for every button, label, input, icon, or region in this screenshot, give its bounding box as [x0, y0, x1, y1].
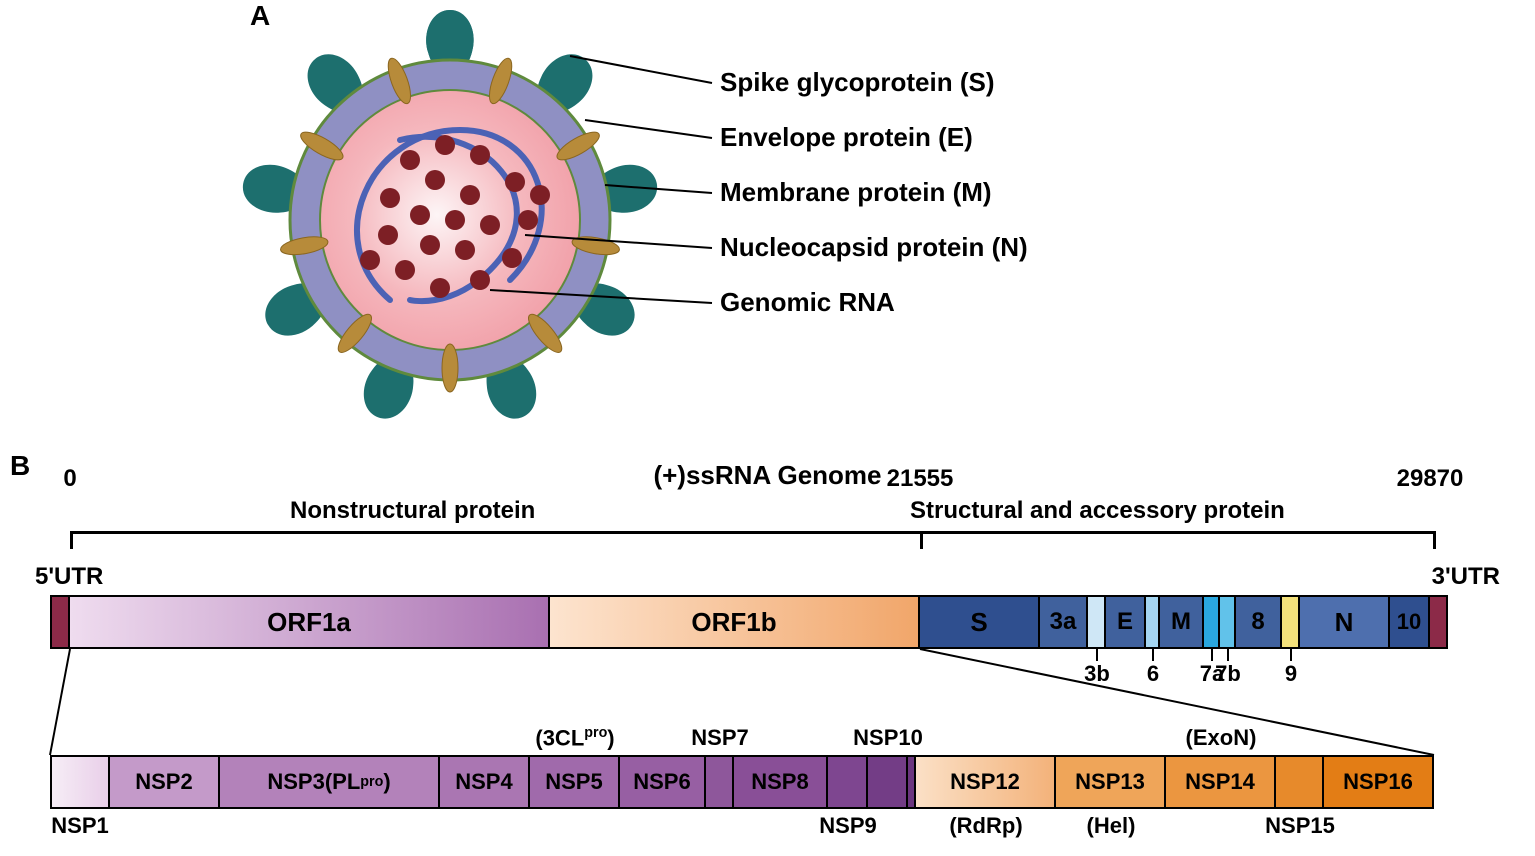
nsp-top-label: NSP10 — [853, 725, 923, 751]
nsp-seg-NSP2: NSP2 — [110, 755, 220, 809]
nsp-bottom-label: NSP1 — [51, 813, 108, 839]
nsp-bottom-label: NSP9 — [819, 813, 876, 839]
nsp-seg-NSP10 — [868, 755, 908, 809]
legend-label: Nucleocapsid protein (N) — [720, 232, 1028, 263]
nsp-bottom-label: (RdRp) — [949, 813, 1022, 839]
legend-label: Envelope protein (E) — [720, 122, 973, 153]
nsp-bottom-label: NSP15 — [1265, 813, 1335, 839]
nsp-top-label: (ExoN) — [1186, 725, 1257, 751]
nsp-top-label: (3CLpro) — [535, 725, 614, 751]
nsp-track: NSP2NSP3(PLpro)NSP4NSP5NSP6NSP8NSP12NSP1… — [50, 755, 1434, 809]
legend-label: Membrane protein (M) — [720, 177, 992, 208]
nsp-seg-NSP5: NSP5 — [530, 755, 620, 809]
nsp-seg-NSP13: NSP13 — [1056, 755, 1166, 809]
virion-svg — [240, 10, 660, 425]
nsp-seg-NSP12: NSP12 — [916, 755, 1056, 809]
legend-row: Genomic RNA — [720, 275, 1028, 330]
nsp-seg-NSP6: NSP6 — [620, 755, 706, 809]
legend-label: Genomic RNA — [720, 287, 895, 318]
nsp-seg-NSP7 — [706, 755, 734, 809]
nsp-seg-NSP4: NSP4 — [440, 755, 530, 809]
nsp-seg-NSP8: NSP8 — [734, 755, 828, 809]
nsp-top-label: NSP7 — [691, 725, 748, 751]
legend-row: Envelope protein (E) — [720, 110, 1028, 165]
nsp-seg-NSP3: NSP3(PLpro) — [220, 755, 440, 809]
legend-row: Spike glycoprotein (S) — [720, 55, 1028, 110]
virion-legend: Spike glycoprotein (S) Envelope protein (… — [720, 55, 1028, 330]
genome-diagram: (+)ssRNA Genome Nonstructural protein St… — [20, 455, 1515, 855]
nsp-seg-NSP15 — [1276, 755, 1324, 809]
legend-row: Membrane protein (M) — [720, 165, 1028, 220]
nsp-seg-NSP9 — [828, 755, 868, 809]
nsp-seg-NSP11 — [908, 755, 916, 809]
nsp-seg-NSP14: NSP14 — [1166, 755, 1276, 809]
nsp-bottom-label: (Hel) — [1087, 813, 1136, 839]
nsp-seg-NSP16: NSP16 — [1324, 755, 1434, 809]
legend-label: Spike glycoprotein (S) — [720, 67, 995, 98]
virion-diagram — [240, 10, 660, 425]
legend-row: Nucleocapsid protein (N) — [720, 220, 1028, 275]
nsp-seg-NSP1 — [50, 755, 110, 809]
